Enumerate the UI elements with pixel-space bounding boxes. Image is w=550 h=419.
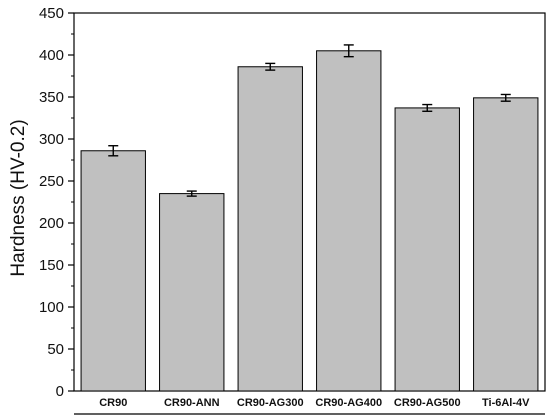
plot-area: 0 50 100 150 200 250 300 350 400 450 CR90 CR90-ANN C… [39, 5, 546, 415]
x-tick-label: CR90-ANN [164, 397, 220, 409]
bar-ti-6al-4v [473, 97, 539, 392]
x-tick-label: CR90-AG400 [315, 397, 382, 409]
y-tick-label: 0 [56, 383, 64, 400]
x-tick-label: Ti-6Al-4V [482, 397, 530, 409]
y-tick-label: 250 [39, 173, 64, 190]
y-tick-label: 100 [39, 299, 64, 316]
bar-cr90-ag500 [394, 107, 460, 392]
bar-cr90-ag300 [237, 66, 303, 392]
y-tick-label: 350 [39, 89, 64, 106]
y-axis-label: Hardness (HV-0.2) [8, 119, 29, 276]
y-tick-label: 400 [39, 47, 64, 64]
y-tick-label: 200 [39, 215, 64, 232]
x-tick-label: CR90 [99, 397, 127, 409]
bar-cr90-ann [159, 193, 225, 392]
bar-cr90 [80, 150, 146, 392]
bar-cr90-ag400 [316, 50, 382, 392]
y-tick-label: 300 [39, 131, 64, 148]
y-tick-label: 50 [47, 341, 64, 358]
y-tick-label: 450 [39, 5, 64, 22]
x-tick-label: CR90-AG300 [237, 397, 304, 409]
x-tick-label: CR90-AG500 [394, 397, 461, 409]
y-tick-label: 150 [39, 257, 64, 274]
